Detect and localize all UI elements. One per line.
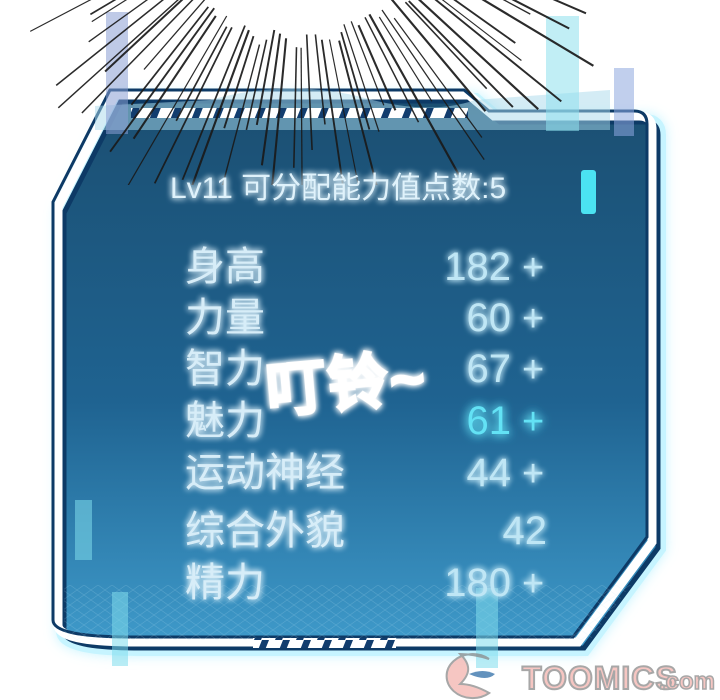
svg-text:+: + bbox=[522, 247, 544, 289]
svg-text:魅力: 魅力 bbox=[185, 399, 265, 443]
svg-text:+: + bbox=[522, 401, 544, 443]
svg-text:67: 67 bbox=[467, 347, 512, 391]
svg-text:TOOMICS: TOOMICS bbox=[522, 660, 678, 696]
svg-text:+: + bbox=[522, 349, 544, 391]
svg-text:61: 61 bbox=[467, 399, 512, 443]
svg-text:力量: 力量 bbox=[185, 296, 265, 340]
svg-text:Lv11 可分配能力值点数:5: Lv11 可分配能力值点数:5 bbox=[170, 172, 506, 205]
svg-text:综合外貌: 综合外貌 bbox=[185, 509, 345, 553]
svg-text:60: 60 bbox=[467, 296, 512, 340]
svg-text:182: 182 bbox=[444, 245, 511, 289]
svg-text:运动神经: 运动神经 bbox=[185, 451, 345, 495]
svg-text:44: 44 bbox=[467, 451, 512, 495]
svg-text:叮铃~: 叮铃~ bbox=[263, 344, 429, 425]
svg-text:+: + bbox=[522, 453, 544, 495]
svg-text:身高: 身高 bbox=[185, 245, 265, 289]
svg-text:180: 180 bbox=[444, 561, 511, 605]
svg-text:42: 42 bbox=[503, 509, 548, 553]
svg-text:+: + bbox=[522, 298, 544, 340]
svg-text:智力: 智力 bbox=[185, 347, 265, 391]
svg-text:.com: .com bbox=[659, 668, 715, 695]
svg-text:精力: 精力 bbox=[185, 561, 265, 605]
svg-text:+: + bbox=[522, 563, 544, 605]
